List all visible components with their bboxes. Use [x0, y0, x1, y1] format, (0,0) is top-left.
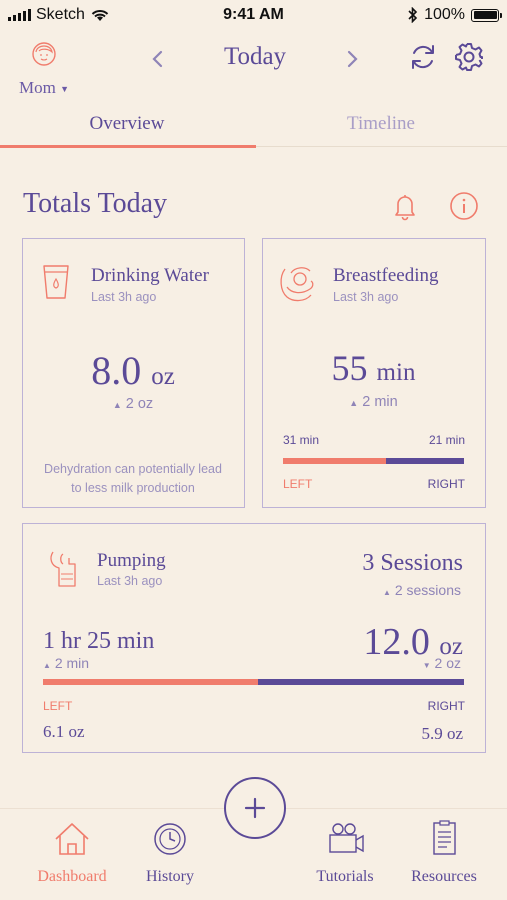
pumping-card[interactable]: Pumping Last 3h ago 3 Sessions ▲ 2 sessi… — [22, 523, 486, 753]
breastfeeding-icon — [280, 267, 314, 302]
nav-tutorials-label: Tutorials — [316, 868, 374, 885]
nav-resources[interactable]: Resources — [394, 819, 494, 886]
video-camera-icon — [329, 823, 364, 853]
water-delta: 2 oz — [125, 396, 154, 412]
pumping-sessions-delta: 2 sessions — [394, 582, 461, 598]
pumping-subtitle: Last 3h ago — [97, 574, 163, 588]
pumping-right-value: 5.9 oz — [421, 724, 463, 743]
breastfeeding-card[interactable]: Breastfeeding Last 3h ago 55 min ▲ 2 min… — [262, 238, 486, 508]
water-title: Drinking Water — [91, 265, 209, 286]
breastfeeding-right-value: 21 min — [428, 433, 465, 447]
nav-history-label: History — [146, 868, 194, 885]
pumping-left-label: LEFT — [43, 699, 73, 713]
info-icon[interactable] — [448, 190, 480, 222]
bell-icon[interactable] — [389, 190, 421, 222]
carrier-info: Sketch — [8, 6, 110, 24]
signal-icon — [8, 9, 31, 21]
document-icon — [433, 820, 456, 855]
status-time: 9:41 AM — [223, 6, 284, 23]
nav-history[interactable]: History — [120, 819, 220, 886]
status-right: 100% — [408, 6, 502, 24]
chevron-left-icon[interactable] — [143, 44, 173, 74]
water-value: 8.0 — [91, 348, 142, 393]
pumping-title: Pumping — [97, 550, 166, 571]
triangle-down-icon: ▼ — [422, 661, 431, 670]
carrier-name: Sketch — [36, 6, 85, 23]
tab-active-indicator — [0, 145, 256, 148]
breastfeeding-left-value: 31 min — [283, 433, 320, 447]
battery-percent: 100% — [424, 6, 465, 23]
app-header: Mom ▼ Today — [0, 32, 507, 107]
status-bar: Sketch 9:41 AM 100% — [0, 0, 507, 32]
profile-switcher[interactable]: Mom ▼ — [14, 40, 74, 98]
nav-resources-label: Resources — [411, 868, 477, 885]
pumping-volume-row: 12.0 oz — [363, 620, 463, 664]
bluetooth-icon — [408, 7, 418, 23]
nav-tutorials[interactable]: Tutorials — [295, 819, 395, 886]
pumping-right-label: RIGHT — [427, 699, 465, 713]
clock-icon — [154, 823, 186, 855]
tab-divider — [256, 146, 507, 147]
chevron-right-icon[interactable] — [337, 44, 367, 74]
pumping-volume-delta: 2 oz — [434, 655, 461, 671]
water-note: Dehydration can potentially lead to less… — [23, 460, 243, 498]
pumping-duration-delta-row: ▲ 2 min — [43, 655, 89, 671]
water-delta-row: ▲ 2 oz — [23, 396, 243, 412]
breastfeeding-delta-row: ▲ 2 min — [263, 394, 484, 410]
pumping-duration-delta: 2 min — [54, 655, 90, 671]
water-value-row: 8.0 oz — [23, 347, 243, 394]
triangle-up-icon: ▲ — [383, 588, 391, 597]
triangle-up-icon: ▲ — [349, 398, 359, 408]
water-note-line-2: to less milk production — [71, 481, 195, 495]
nav-dashboard-label: Dashboard — [37, 868, 107, 885]
breastfeeding-subtitle: Last 3h ago — [333, 290, 399, 304]
battery-icon — [471, 8, 502, 22]
section-title: Totals Today — [23, 188, 168, 219]
house-icon — [55, 823, 89, 855]
water-glass-icon — [43, 265, 69, 299]
breastfeeding-title: Breastfeeding — [333, 265, 439, 286]
pumping-volume-unit: oz — [439, 633, 463, 660]
triangle-up-icon: ▲ — [43, 661, 51, 670]
breast-pump-icon — [50, 551, 76, 587]
pumping-sessions: 3 Sessions — [362, 550, 463, 576]
gear-icon[interactable] — [452, 40, 486, 74]
mother-avatar-icon — [32, 42, 56, 66]
date-navigator: Today — [140, 40, 370, 80]
water-unit: oz — [151, 363, 175, 390]
tab-timeline[interactable]: Timeline — [347, 113, 415, 134]
breastfeeding-left-bar — [283, 458, 386, 464]
water-subtitle: Last 3h ago — [91, 290, 157, 304]
tab-overview[interactable]: Overview — [89, 113, 165, 134]
breastfeeding-left-label: LEFT — [283, 477, 313, 491]
pumping-right-bar — [258, 679, 464, 685]
nav-dashboard[interactable]: Dashboard — [22, 819, 122, 886]
pumping-left-bar — [43, 679, 258, 685]
profile-name: Mom — [18, 78, 56, 97]
breastfeeding-value: 55 — [331, 348, 368, 388]
date-title: Today — [223, 43, 287, 70]
breastfeeding-unit: min — [376, 359, 416, 386]
breastfeeding-value-row: 55 min — [263, 347, 484, 389]
breastfeeding-right-bar — [386, 458, 464, 464]
pumping-volume-delta-row: ▼ 2 oz — [423, 655, 461, 671]
view-tabs: Overview Timeline — [0, 107, 507, 148]
breastfeeding-right-label: RIGHT — [427, 477, 465, 491]
pumping-duration: 1 hr 25 min — [43, 628, 155, 654]
caret-down-icon: ▼ — [60, 84, 69, 95]
plus-icon — [244, 797, 266, 819]
water-note-line-1: Dehydration can potentially lead — [44, 462, 222, 476]
wifi-icon — [91, 10, 109, 21]
sync-icon[interactable] — [406, 40, 440, 74]
breastfeeding-delta: 2 min — [362, 394, 398, 410]
triangle-up-icon: ▲ — [112, 400, 122, 410]
drinking-water-card[interactable]: Drinking Water Last 3h ago 8.0 oz ▲ 2 oz… — [22, 238, 245, 508]
pumping-volume: 12.0 — [363, 621, 430, 663]
pumping-sessions-delta-row: ▲ 2 sessions — [383, 582, 461, 598]
add-entry-button[interactable] — [224, 777, 286, 839]
pumping-left-value: 6.1 oz — [43, 722, 85, 741]
